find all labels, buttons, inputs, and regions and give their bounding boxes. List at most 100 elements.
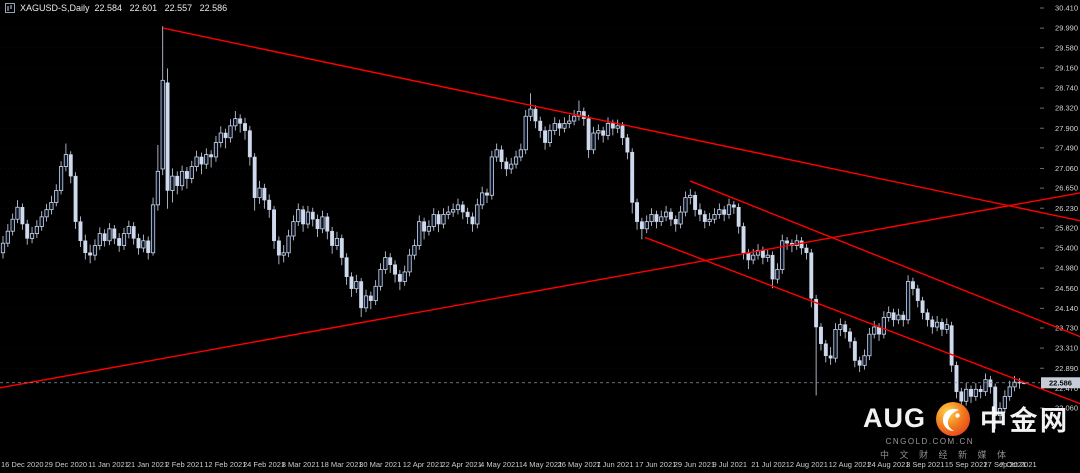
- candle: [291, 221, 296, 237]
- candle: [480, 192, 485, 206]
- time-axis-label: 15 Sep 2021: [945, 460, 988, 469]
- price-axis-label: 22.890: [1055, 364, 1078, 373]
- candle: [562, 123, 567, 129]
- candle: [315, 218, 320, 230]
- candle: [310, 211, 315, 220]
- candle: [731, 204, 736, 208]
- candle: [973, 388, 978, 397]
- time-axis-label: 24 Feb 2021: [243, 460, 285, 469]
- candle: [601, 130, 606, 136]
- candle: [804, 247, 809, 254]
- candle: [997, 408, 1003, 417]
- candle: [504, 161, 509, 170]
- candle: [455, 204, 461, 211]
- candle: [320, 216, 325, 230]
- trendlines: [0, 27, 1080, 405]
- candle: [228, 125, 233, 139]
- candle: [34, 226, 39, 235]
- candle: [92, 245, 98, 256]
- time-axis-label: 24 Aug 2021: [867, 460, 909, 469]
- candle: [567, 120, 572, 124]
- symbol-timeframe-label: XAGUSD-S,Daily: [20, 3, 90, 13]
- price-axis-label: 25.400: [1055, 244, 1078, 253]
- time-axis-label: 7 Oct 2021: [1000, 460, 1037, 469]
- time-axis-label: 29 Jun 2021: [674, 460, 715, 469]
- candle: [121, 233, 127, 246]
- candle: [63, 154, 69, 167]
- candle: [112, 228, 117, 239]
- trendline-ascending-support[interactable]: [0, 192, 1080, 389]
- candle: [698, 209, 702, 215]
- candle: [620, 125, 625, 139]
- candle: [959, 391, 964, 402]
- candle: [673, 218, 678, 225]
- candle: [663, 211, 669, 218]
- time-axis-label: 16 Dec 2020: [1, 460, 44, 469]
- time-axis-label: 29 Dec 2020: [45, 460, 88, 469]
- price-axis-label: 27.900: [1055, 124, 1078, 133]
- candle: [605, 123, 611, 136]
- price-axis-label: 22.470: [1055, 384, 1078, 393]
- candle: [610, 123, 615, 129]
- candle: [349, 276, 354, 289]
- candle: [591, 132, 596, 151]
- candle: [368, 295, 373, 301]
- candle: [233, 118, 238, 127]
- candle: [417, 221, 422, 246]
- candle: [170, 175, 175, 191]
- candle: [489, 156, 494, 196]
- trendline-channel-lower[interactable]: [644, 236, 1080, 405]
- candle: [44, 209, 49, 218]
- candle: [513, 156, 519, 165]
- candle: [223, 132, 228, 139]
- candle: [518, 149, 523, 158]
- candle: [126, 226, 131, 235]
- candle: [378, 269, 383, 287]
- candle: [252, 156, 257, 198]
- time-axis-label: 12 Feb 2021: [204, 460, 246, 469]
- time-axis-label: 8 Mar 2021: [282, 460, 320, 469]
- candle: [499, 149, 504, 163]
- current-price-tag-label: 22.586: [1049, 379, 1072, 388]
- candle: [668, 211, 673, 220]
- candle: [150, 204, 156, 254]
- candle: [644, 221, 649, 230]
- candle: [688, 194, 693, 199]
- candle: [944, 324, 949, 330]
- candle: [862, 355, 867, 366]
- candle: [446, 211, 451, 215]
- candle: [576, 111, 582, 117]
- candle: [901, 314, 906, 321]
- time-axis-label: 3 Sep 2021: [906, 460, 944, 469]
- candle: [141, 240, 146, 249]
- candle: [988, 379, 993, 388]
- candle: [533, 108, 538, 122]
- candle: [431, 214, 436, 227]
- candle: [1007, 386, 1012, 397]
- candle: [88, 252, 93, 256]
- candle: [388, 257, 393, 265]
- price-axis: 30.410 29.990 29.580 29.160 28.740 28.320 27.9…: [1040, 4, 1078, 413]
- candle: [330, 230, 335, 246]
- candle: [775, 269, 780, 280]
- candle: [175, 175, 180, 186]
- candle: [422, 221, 427, 232]
- candle: [301, 209, 306, 225]
- trendline-channel-upper[interactable]: [689, 180, 1080, 338]
- time-axis-label: 12 Aug 2021: [829, 460, 871, 469]
- close-value: 22.586: [199, 3, 228, 13]
- price-axis-label: 24.560: [1055, 284, 1078, 293]
- time-axis-label: 21 Jan 2021: [127, 460, 168, 469]
- candle: [683, 197, 688, 213]
- candle: [460, 204, 465, 213]
- candle: [625, 137, 630, 153]
- candle: [765, 254, 770, 258]
- trendline-descending-resistance[interactable]: [162, 27, 1080, 222]
- candle: [73, 175, 78, 222]
- candle: [509, 163, 514, 170]
- candle: [402, 271, 407, 282]
- candle: [262, 187, 267, 201]
